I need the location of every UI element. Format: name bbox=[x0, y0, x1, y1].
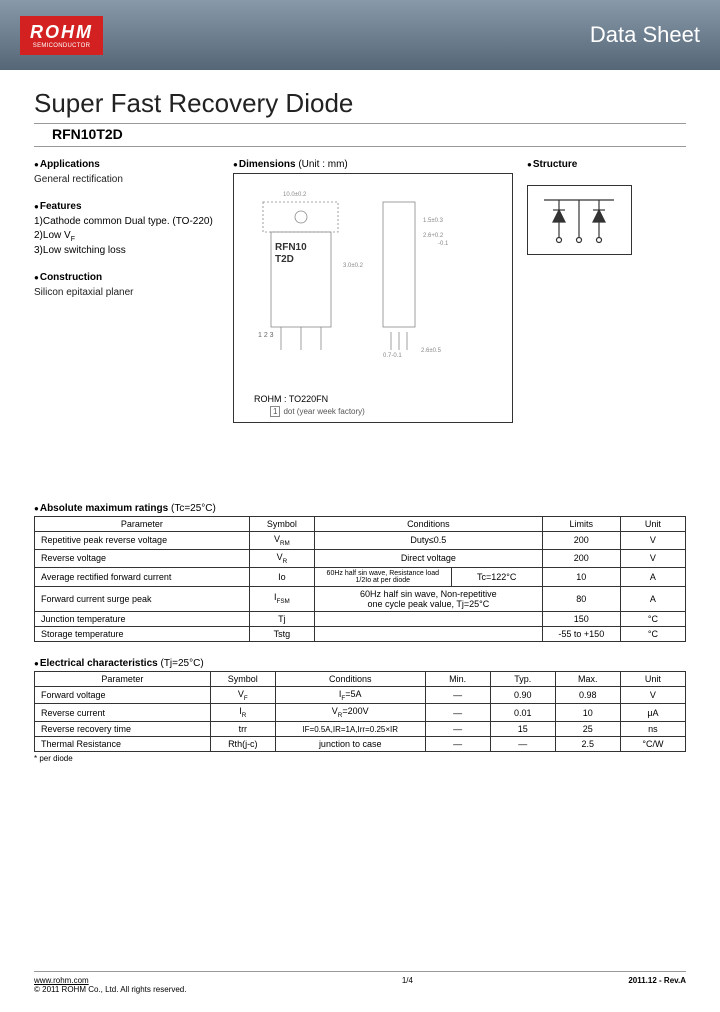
page-content: Super Fast Recovery Diode RFN10T2D Appli… bbox=[0, 70, 720, 763]
table-row: Reverse recovery time trr IF=0.5A,IR=1A,… bbox=[35, 722, 686, 737]
col-unit: Unit bbox=[620, 517, 685, 532]
footer-left: www.rohm.com © 2011 ROHM Co., Ltd. All r… bbox=[34, 976, 186, 994]
construction-head: Construction bbox=[34, 272, 219, 283]
feature-item: 1)Cathode common Dual type. (TO-220) bbox=[34, 215, 219, 229]
table-row: Storage temperature Tstg -55 to +150 °C bbox=[35, 626, 686, 641]
abs-max-section: Absolute maximum ratings (Tc=25°C) Param… bbox=[34, 503, 686, 642]
table-row: Reverse voltage VR Direct voltage 200 V bbox=[35, 549, 686, 567]
datasheet-label: Data Sheet bbox=[590, 22, 700, 48]
table-header-row: Parameter Symbol Conditions Limits Unit bbox=[35, 517, 686, 532]
col-parameter: Parameter bbox=[35, 517, 250, 532]
part-rule: RFN10T2D bbox=[34, 126, 686, 147]
title-rule: Super Fast Recovery Diode bbox=[34, 88, 686, 124]
dimensions-column: Dimensions (Unit : mm) bbox=[233, 159, 513, 423]
feature-item: 2)Low VF bbox=[34, 229, 219, 245]
svg-text:2.6±0.5: 2.6±0.5 bbox=[421, 348, 442, 354]
col-conditions: Conditions bbox=[314, 517, 542, 532]
package-name: ROHM : TO220FN bbox=[254, 394, 328, 404]
elec-char-table: Parameter Symbol Conditions Min. Typ. Ma… bbox=[34, 671, 686, 753]
table-row: Thermal Resistance Rth(j-c) junction to … bbox=[35, 737, 686, 752]
abs-max-title: Absolute maximum ratings (Tc=25°C) bbox=[34, 503, 686, 514]
svg-text:-0.1: -0.1 bbox=[438, 241, 449, 247]
col-limits: Limits bbox=[542, 517, 620, 532]
header-banner: ROHM SEMICONDUCTOR Data Sheet bbox=[0, 0, 720, 70]
svg-text:3.0±0.2: 3.0±0.2 bbox=[343, 263, 364, 269]
abs-max-table: Parameter Symbol Conditions Limits Unit … bbox=[34, 516, 686, 642]
table-footnote: * per diode bbox=[34, 754, 686, 763]
dimensions-head: Dimensions (Unit : mm) bbox=[233, 159, 513, 170]
footer-rev: 2011.12 - Rev.A bbox=[628, 976, 686, 994]
construction-text: Silicon epitaxial planer bbox=[34, 286, 219, 300]
col-symbol: Symbol bbox=[249, 517, 314, 532]
logo-name: ROHM bbox=[30, 22, 93, 43]
structure-head: Structure bbox=[527, 159, 632, 170]
table-row: Repetitive peak reverse voltage VRM Duty… bbox=[35, 532, 686, 550]
svg-text:2.6+0.2: 2.6+0.2 bbox=[423, 233, 444, 239]
svg-text:10.0±0.2: 10.0±0.2 bbox=[283, 192, 307, 198]
footer-copyright: © 2011 ROHM Co., Ltd. All rights reserve… bbox=[34, 985, 186, 994]
svg-text:1 2 3: 1 2 3 bbox=[258, 332, 274, 339]
svg-text:1.5±0.3: 1.5±0.3 bbox=[423, 218, 444, 224]
elec-char-section: Electrical characteristics (Tj=25°C) Par… bbox=[34, 658, 686, 764]
svg-text:T2D: T2D bbox=[275, 254, 294, 265]
table-row: Average rectified forward current Io 60H… bbox=[35, 567, 686, 586]
svg-text:RFN10: RFN10 bbox=[275, 242, 307, 253]
applications-text: General rectification bbox=[34, 173, 219, 187]
table-row: Reverse current IR VR=200V — 0.01 10 μA bbox=[35, 704, 686, 722]
main-title: Super Fast Recovery Diode bbox=[34, 88, 686, 119]
left-column: Applications General rectification Featu… bbox=[34, 159, 219, 423]
page-footer: www.rohm.com © 2011 ROHM Co., Ltd. All r… bbox=[34, 971, 686, 994]
feature-item: 3)Low switching loss bbox=[34, 244, 219, 258]
footer-page: 1/4 bbox=[402, 976, 413, 994]
dimensions-box: RFN10 T2D 1 2 3 3.0±0.2 1.5±0.3 2.6+0.2 … bbox=[233, 173, 513, 423]
svg-text:0.7-0.1: 0.7-0.1 bbox=[383, 353, 402, 359]
table-row: Junction temperature Tj 150 °C bbox=[35, 611, 686, 626]
rohm-logo: ROHM SEMICONDUCTOR bbox=[20, 16, 103, 55]
table-row: Forward voltage VF IF=5A — 0.90 0.98 V bbox=[35, 686, 686, 704]
table-header-row: Parameter Symbol Conditions Min. Typ. Ma… bbox=[35, 671, 686, 686]
logo-subtitle: SEMICONDUCTOR bbox=[33, 43, 90, 49]
diode-schematic bbox=[534, 192, 624, 247]
dot-note: 1dot (year week factory) bbox=[270, 407, 365, 416]
part-number: RFN10T2D bbox=[34, 126, 686, 142]
structure-box bbox=[527, 185, 632, 255]
features-list: 1)Cathode common Dual type. (TO-220) 2)L… bbox=[34, 215, 219, 259]
top-columns: Applications General rectification Featu… bbox=[34, 159, 686, 423]
elec-char-title: Electrical characteristics (Tj=25°C) bbox=[34, 658, 686, 669]
table-row: Forward current surge peak IFSM 60Hz hal… bbox=[35, 586, 686, 611]
structure-column: Structure bbox=[527, 159, 632, 423]
features-head: Features bbox=[34, 201, 219, 212]
package-drawing: RFN10 T2D 1 2 3 3.0±0.2 1.5±0.3 2.6+0.2 … bbox=[242, 182, 504, 362]
footer-link[interactable]: www.rohm.com bbox=[34, 976, 186, 985]
applications-head: Applications bbox=[34, 159, 219, 170]
